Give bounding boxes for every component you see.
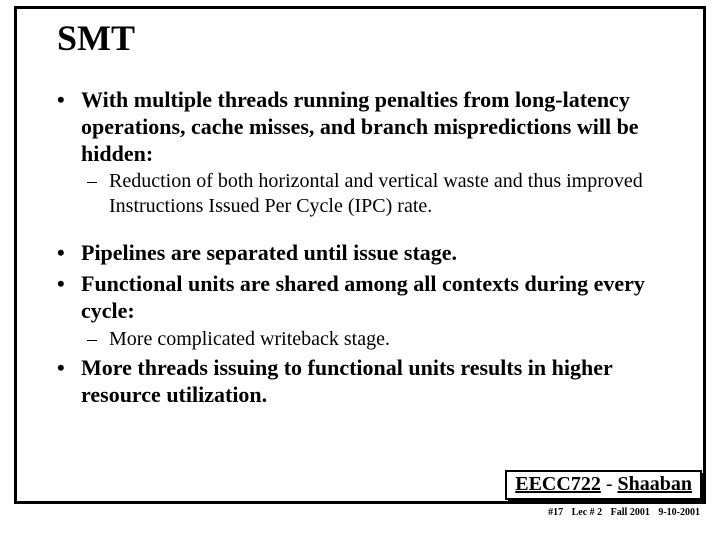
bullet-list: Pipelines are separated until issue stag… bbox=[47, 240, 673, 409]
bullet-text: Pipelines are separated until issue stag… bbox=[81, 240, 457, 265]
slide-title: SMT bbox=[17, 9, 703, 59]
bullet-text: With multiple threads running penalties … bbox=[81, 87, 639, 166]
slide-content: With multiple threads running penalties … bbox=[17, 59, 703, 409]
term-label: Fall 2001 bbox=[611, 507, 650, 518]
sub-bullet-item: Reduction of both horizontal and vertica… bbox=[81, 169, 673, 218]
sub-bullet-list: More complicated writeback stage. bbox=[81, 327, 673, 351]
sub-bullet-list: Reduction of both horizontal and vertica… bbox=[81, 169, 673, 218]
lecture-number: Lec # 2 bbox=[572, 507, 603, 518]
footer-course: EECC722 bbox=[515, 473, 601, 495]
bullet-item: Functional units are shared among all co… bbox=[47, 271, 673, 351]
bullet-text: Functional units are shared among all co… bbox=[81, 271, 645, 323]
spacer bbox=[47, 222, 673, 240]
bullet-text: More threads issuing to functional units… bbox=[81, 355, 612, 407]
sub-bullet-text: Reduction of both horizontal and vertica… bbox=[109, 170, 643, 216]
footer-author: Shaaban bbox=[618, 473, 693, 495]
sub-bullet-text: More complicated writeback stage. bbox=[109, 328, 390, 350]
sub-bullet-item: More complicated writeback stage. bbox=[81, 327, 673, 351]
slide-number: #17 bbox=[548, 507, 563, 518]
bullet-item: Pipelines are separated until issue stag… bbox=[47, 240, 673, 267]
footer-box: EECC722 - Shaaban bbox=[505, 470, 702, 500]
sub-footer: #17 Lec # 2 Fall 2001 9-10-2001 bbox=[542, 507, 700, 518]
bullet-item: More threads issuing to functional units… bbox=[47, 355, 673, 409]
footer-separator: - bbox=[601, 473, 618, 495]
bullet-item: With multiple threads running penalties … bbox=[47, 87, 673, 218]
date-label: 9-10-2001 bbox=[658, 507, 700, 518]
bullet-list: With multiple threads running penalties … bbox=[47, 87, 673, 218]
slide-frame: SMT With multiple threads running penalt… bbox=[14, 6, 706, 504]
